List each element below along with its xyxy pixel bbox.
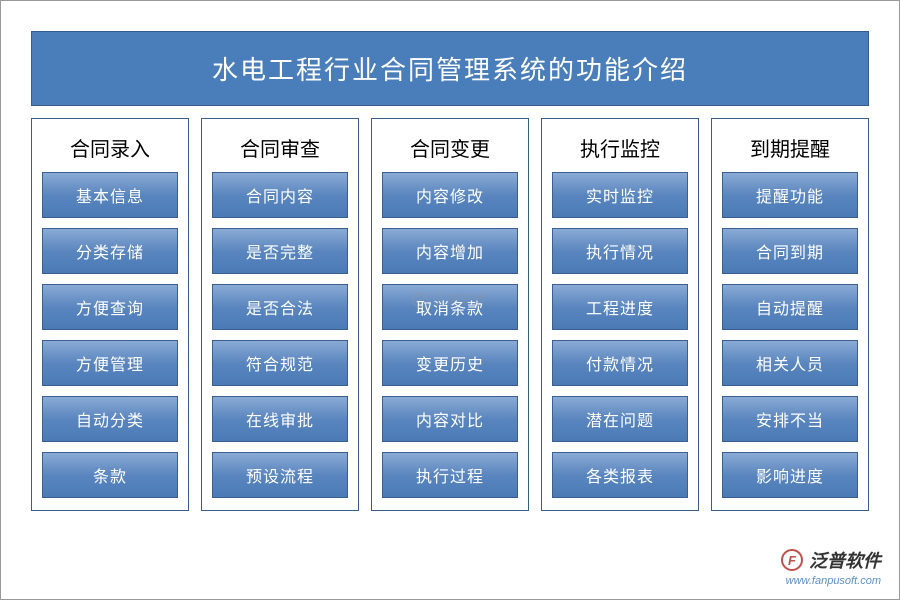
column-header: 合同变更 (382, 127, 518, 172)
main-container: 水电工程行业合同管理系统的功能介绍 合同录入基本信息分类存储方便查询方便管理自动… (1, 1, 899, 531)
feature-item: 内容对比 (382, 396, 518, 442)
feature-item: 变更历史 (382, 340, 518, 386)
feature-item: 潜在问题 (552, 396, 688, 442)
column-header: 到期提醒 (722, 127, 858, 172)
feature-item: 条款 (42, 452, 178, 498)
brand-icon: F (781, 549, 803, 571)
feature-item: 内容增加 (382, 228, 518, 274)
feature-item: 影响进度 (722, 452, 858, 498)
feature-item: 合同到期 (722, 228, 858, 274)
feature-item: 实时监控 (552, 172, 688, 218)
feature-item: 分类存储 (42, 228, 178, 274)
column-header: 执行监控 (552, 127, 688, 172)
footer-brand: F 泛普软件 www.fanpusoft.com (781, 547, 881, 587)
feature-item: 基本信息 (42, 172, 178, 218)
feature-item: 提醒功能 (722, 172, 858, 218)
column-3: 执行监控实时监控执行情况工程进度付款情况潜在问题各类报表 (541, 118, 699, 511)
feature-item: 方便管理 (42, 340, 178, 386)
brand-name: 泛普软件 (809, 547, 881, 573)
column-2: 合同变更内容修改内容增加取消条款变更历史内容对比执行过程 (371, 118, 529, 511)
feature-item: 符合规范 (212, 340, 348, 386)
feature-item: 执行情况 (552, 228, 688, 274)
feature-item: 执行过程 (382, 452, 518, 498)
columns-wrapper: 合同录入基本信息分类存储方便查询方便管理自动分类条款合同审查合同内容是否完整是否… (31, 118, 869, 511)
brand-url: www.fanpusoft.com (781, 575, 881, 587)
column-header: 合同录入 (42, 127, 178, 172)
feature-item: 安排不当 (722, 396, 858, 442)
column-4: 到期提醒提醒功能合同到期自动提醒相关人员安排不当影响进度 (711, 118, 869, 511)
feature-item: 工程进度 (552, 284, 688, 330)
feature-item: 合同内容 (212, 172, 348, 218)
feature-item: 自动提醒 (722, 284, 858, 330)
feature-item: 各类报表 (552, 452, 688, 498)
column-header: 合同审查 (212, 127, 348, 172)
feature-item: 预设流程 (212, 452, 348, 498)
feature-item: 是否完整 (212, 228, 348, 274)
feature-item: 自动分类 (42, 396, 178, 442)
feature-item: 取消条款 (382, 284, 518, 330)
feature-item: 付款情况 (552, 340, 688, 386)
column-0: 合同录入基本信息分类存储方便查询方便管理自动分类条款 (31, 118, 189, 511)
feature-item: 是否合法 (212, 284, 348, 330)
column-1: 合同审查合同内容是否完整是否合法符合规范在线审批预设流程 (201, 118, 359, 511)
feature-item: 方便查询 (42, 284, 178, 330)
brand-top: F 泛普软件 (781, 547, 881, 573)
title-bar: 水电工程行业合同管理系统的功能介绍 (31, 31, 869, 106)
feature-item: 在线审批 (212, 396, 348, 442)
feature-item: 相关人员 (722, 340, 858, 386)
feature-item: 内容修改 (382, 172, 518, 218)
